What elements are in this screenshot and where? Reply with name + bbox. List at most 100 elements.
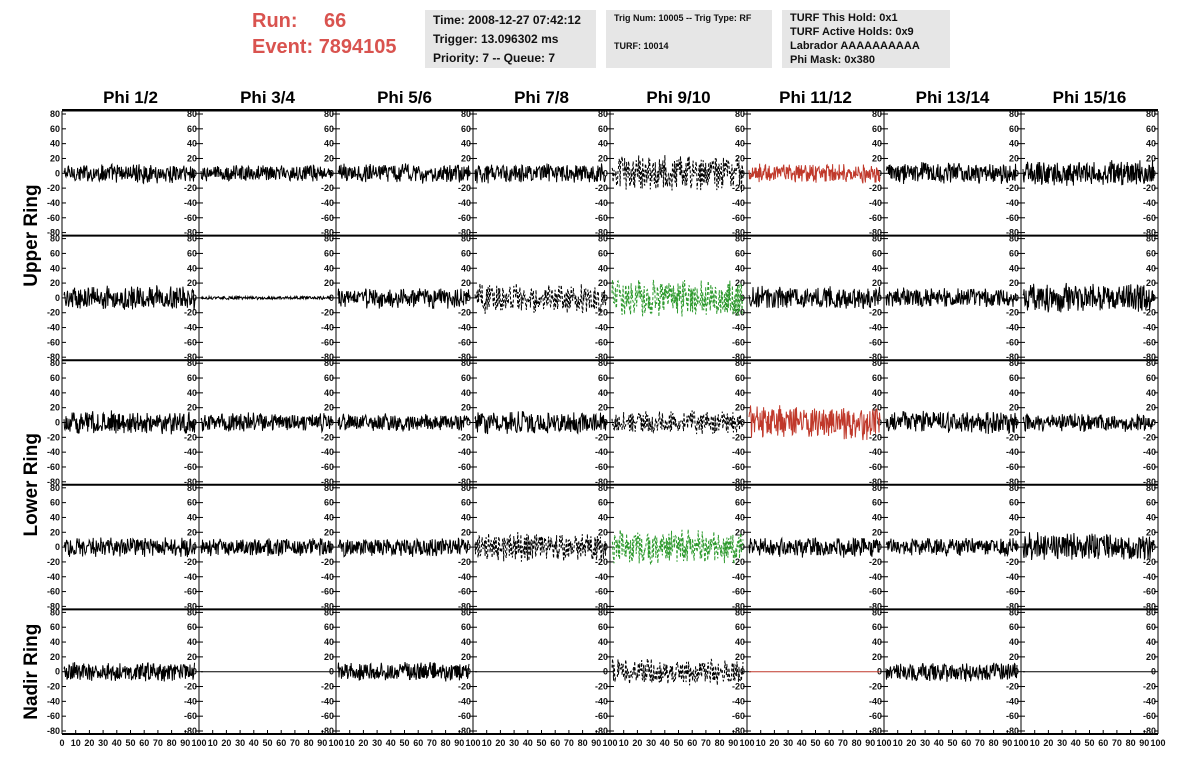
y-tick-label: -60 [321, 213, 334, 223]
y-tick-label: 20 [735, 403, 745, 413]
y-tick-label: 40 [872, 139, 882, 149]
waveform-trace [200, 164, 333, 182]
y-tick-label: -20 [1006, 432, 1019, 442]
y-tick-label: -40 [321, 323, 334, 333]
y-tick-label: 60 [50, 498, 60, 508]
y-tick-label: -20 [1143, 432, 1156, 442]
y-tick-label: 20 [50, 652, 60, 662]
y-tick-label: 60 [324, 622, 334, 632]
waveform-trace [474, 283, 607, 314]
y-tick-label: -20 [732, 682, 745, 692]
y-tick-label: 60 [1146, 373, 1156, 383]
waveform-trace [200, 538, 333, 557]
y-tick-label: 60 [598, 248, 608, 258]
y-tick-label: 60 [461, 124, 471, 134]
y-tick-label: 80 [324, 234, 334, 244]
x-tick-label: 90 [454, 738, 464, 748]
y-tick-label: -60 [732, 462, 745, 472]
y-tick-label: 80 [1009, 358, 1019, 368]
y-tick-label: 0 [1151, 542, 1156, 552]
y-tick-label: -60 [1006, 711, 1019, 721]
x-tick-label: 10 [71, 738, 81, 748]
y-tick-label: -20 [732, 183, 745, 193]
y-tick-label: 20 [735, 652, 745, 662]
y-tick-label: 80 [1146, 234, 1156, 244]
column-title-1: Phi 1/2 [103, 88, 158, 107]
y-tick-label: -80 [869, 477, 882, 487]
y-tick-label: -20 [869, 183, 882, 193]
y-tick-label: 60 [1146, 124, 1156, 134]
y-tick-label: -80 [184, 228, 197, 238]
trigger-info-box: Trig Num: 10005 -- Trig Type: RF TURF: 1… [606, 10, 772, 68]
waveform-trace [885, 162, 1018, 185]
y-tick-label: 60 [1009, 124, 1019, 134]
x-tick-label: 80 [715, 738, 725, 748]
y-tick-label: 80 [1146, 483, 1156, 493]
y-tick-label: -40 [869, 198, 882, 208]
column-title-2: Phi 3/4 [240, 88, 295, 107]
y-tick-label: 80 [735, 234, 745, 244]
waveform-trace [748, 405, 881, 441]
y-tick-label: -20 [321, 432, 334, 442]
y-tick-label: -20 [595, 682, 608, 692]
waveform-trace [885, 287, 1018, 308]
y-tick-label: -20 [184, 432, 197, 442]
y-tick-label: 60 [50, 248, 60, 258]
y-tick-label: -20 [1143, 557, 1156, 567]
x-tick-label: 10 [756, 738, 766, 748]
y-tick-label: -20 [458, 682, 471, 692]
y-tick-label: 80 [187, 483, 197, 493]
y-tick-label: -60 [869, 337, 882, 347]
waveform-trace [748, 285, 881, 310]
x-tick-label: 50 [399, 738, 409, 748]
y-tick-label: 80 [872, 234, 882, 244]
x-tick-label: 100 [739, 738, 754, 748]
y-tick-label: -80 [732, 228, 745, 238]
y-tick-label: 40 [324, 139, 334, 149]
x-tick-label: 20 [769, 738, 779, 748]
y-tick-label: 40 [1146, 388, 1156, 398]
y-tick-label: 20 [1146, 403, 1156, 413]
y-tick-label: 60 [872, 373, 882, 383]
y-tick-label: 40 [872, 263, 882, 273]
ring-label-3: Nadir Ring [21, 624, 42, 720]
y-tick-label: 40 [1146, 512, 1156, 522]
y-tick-label: 80 [1009, 109, 1019, 119]
y-tick-label: -60 [184, 587, 197, 597]
y-tick-label: -60 [47, 587, 60, 597]
y-tick-label: -20 [1143, 682, 1156, 692]
waveform-trace [337, 537, 470, 558]
y-tick-label: -60 [47, 213, 60, 223]
y-tick-label: -60 [869, 587, 882, 597]
y-tick-label: -60 [595, 337, 608, 347]
y-tick-label: 40 [50, 512, 60, 522]
y-tick-label: 20 [187, 403, 197, 413]
y-tick-label: -40 [869, 447, 882, 457]
y-tick-label: 40 [872, 637, 882, 647]
y-tick-label: -80 [458, 726, 471, 736]
waveform-trace [63, 537, 196, 558]
waveform-trace [63, 410, 196, 435]
y-tick-label: 40 [598, 263, 608, 273]
x-tick-label: 60 [824, 738, 834, 748]
y-tick-label: -20 [321, 308, 334, 318]
y-tick-label: -20 [458, 432, 471, 442]
y-tick-label: 80 [598, 483, 608, 493]
y-tick-label: -60 [47, 462, 60, 472]
y-tick-label: 20 [50, 278, 60, 288]
y-tick-label: -60 [1143, 587, 1156, 597]
y-tick-label: -40 [595, 696, 608, 706]
turf-info-box: TURF This Hold: 0x1 TURF Active Holds: 0… [782, 10, 950, 68]
y-tick-label: -80 [1143, 601, 1156, 611]
y-tick-label: -40 [47, 198, 60, 208]
y-tick-label: -40 [1006, 572, 1019, 582]
x-tick-label: 20 [906, 738, 916, 748]
y-tick-label: 40 [324, 512, 334, 522]
turf-hold-text: TURF This Hold: 0x1 [790, 12, 898, 24]
y-tick-label: -20 [595, 183, 608, 193]
y-tick-label: -60 [595, 213, 608, 223]
x-tick-label: 10 [208, 738, 218, 748]
y-tick-label: -40 [595, 572, 608, 582]
y-tick-label: -40 [595, 447, 608, 457]
y-tick-label: -60 [184, 337, 197, 347]
